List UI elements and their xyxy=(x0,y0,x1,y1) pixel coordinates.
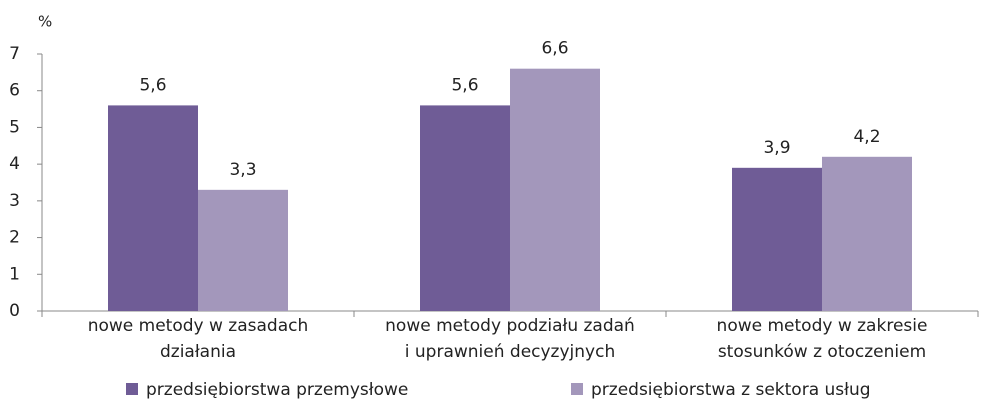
value-label: 5,6 xyxy=(451,75,478,95)
value-label: 4,2 xyxy=(853,127,880,147)
bar xyxy=(420,105,510,312)
x-tick-label: nowe metody w zakresie stosunków z otocze… xyxy=(717,316,928,362)
y-tick-label: 5 xyxy=(9,117,20,137)
bar xyxy=(108,105,198,312)
value-label: 3,3 xyxy=(229,160,256,180)
bar xyxy=(822,156,912,311)
x-tick-label: nowe metody w zasadach działania xyxy=(88,316,309,362)
value-label: 3,9 xyxy=(763,138,790,158)
y-tick-label: 2 xyxy=(9,228,20,248)
y-tick-label: 1 xyxy=(9,264,20,284)
legend-swatch xyxy=(126,383,138,395)
y-tick-label: 3 xyxy=(9,191,20,211)
legend-label: przedsiębiorstwa z sektora usług xyxy=(591,380,871,400)
legend-swatch xyxy=(571,383,583,395)
legend-label: przedsiębiorstwa przemysłowe xyxy=(146,380,408,400)
x-tick-label: nowe metody podziału zadań i uprawnień de… xyxy=(385,316,635,362)
y-axis-label: % xyxy=(38,13,52,31)
value-label: 6,6 xyxy=(541,39,568,59)
bar xyxy=(510,68,600,311)
y-tick-label: 7 xyxy=(9,44,20,64)
y-tick-label: 4 xyxy=(9,154,20,174)
bar xyxy=(198,189,288,311)
y-tick-label: 6 xyxy=(9,81,20,101)
value-label: 5,6 xyxy=(139,75,166,95)
y-tick-label: 0 xyxy=(9,301,20,321)
bar xyxy=(732,167,822,311)
